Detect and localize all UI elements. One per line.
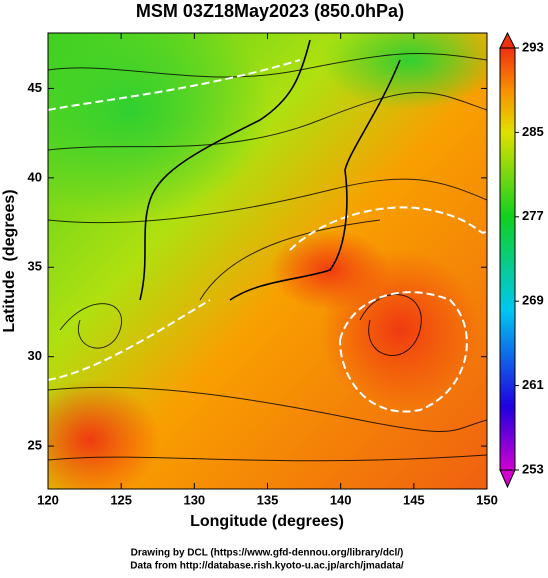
y-tick-label: 25 [28,438,42,453]
colorbar-tick-label: 269 [522,293,544,308]
x-tick-label: 125 [110,492,132,507]
x-axis-label: Longitude (degrees) [190,513,344,530]
colorbar-tick-label: 253 [522,461,544,476]
colorbar-under [499,469,516,489]
y-axis-label: Latitude (degrees) [1,189,18,332]
y-tick-label: 40 [28,169,42,184]
x-tick-label: 140 [330,492,352,507]
y-tick-label: 30 [28,348,42,363]
map-field [48,33,487,489]
x-tick-label: 135 [257,492,279,507]
colorbar [499,47,516,471]
credit: Drawing by DCL (https://www.gfd-dennou.o… [131,548,404,559]
credit: Data from http://database.rish.kyoto-u.a… [130,561,404,572]
x-tick-label: 120 [37,492,59,507]
chart-title: MSM 03Z18May2023 (850.0hPa) [136,1,404,21]
x-tick-label: 130 [183,492,205,507]
colorbar-tick-label: 261 [522,377,544,392]
colorbar-tick-label: 277 [522,208,544,223]
y-tick-label: 45 [28,80,42,95]
x-tick-label: 145 [403,492,425,507]
colorbar-over [499,31,516,49]
x-tick-label: 150 [476,492,498,507]
colorbar-tick-label: 293 [522,39,544,54]
colorbar-tick-label: 285 [522,124,544,139]
y-tick-label: 35 [28,259,42,274]
